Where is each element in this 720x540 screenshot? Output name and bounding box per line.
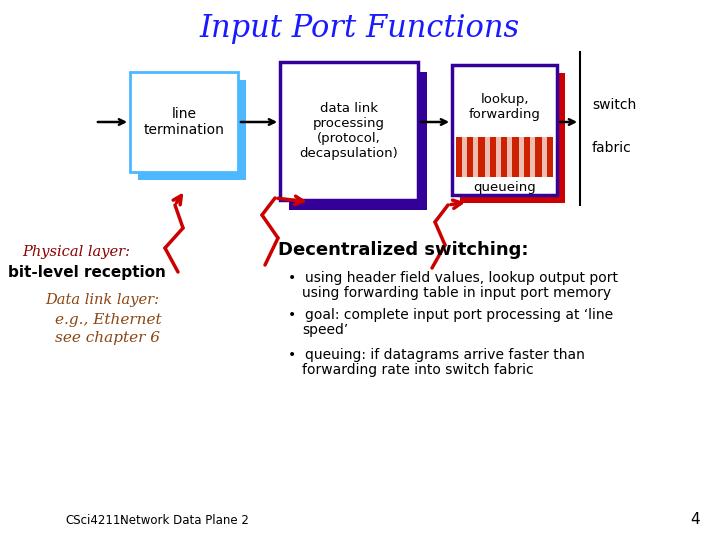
Text: Decentralized switching:: Decentralized switching: [278, 241, 528, 259]
Bar [280, 62, 418, 200]
Text: queueing: queueing [473, 180, 536, 193]
Bar [452, 65, 557, 195]
Bar [289, 72, 427, 210]
Bar [541, 137, 546, 177]
Text: •  using header field values, lookup output port: • using header field values, lookup outp… [288, 271, 618, 285]
Text: bit-level reception: bit-level reception [8, 265, 166, 280]
Text: fabric: fabric [592, 141, 631, 155]
Text: using forwarding table in input port memory: using forwarding table in input port mem… [302, 286, 611, 300]
Text: •  queuing: if datagrams arrive faster than: • queuing: if datagrams arrive faster th… [288, 348, 585, 362]
Text: see chapter 6: see chapter 6 [55, 331, 160, 345]
Text: data link
processing
(protocol,
decapsulation): data link processing (protocol, decapsul… [300, 102, 398, 160]
Text: CSci4211:: CSci4211: [65, 514, 125, 526]
Text: line
termination: line termination [143, 107, 225, 137]
Text: speed’: speed’ [302, 323, 348, 337]
Text: Data link layer:: Data link layer: [45, 293, 159, 307]
Text: e.g., Ethernet: e.g., Ethernet [55, 313, 161, 327]
Text: 4: 4 [690, 512, 700, 528]
Bar [462, 137, 467, 177]
Bar [519, 137, 524, 177]
Text: lookup,
forwarding: lookup, forwarding [469, 93, 541, 121]
Bar [130, 72, 238, 172]
Text: Network Data Plane 2: Network Data Plane 2 [120, 514, 249, 526]
Text: Physical layer:: Physical layer: [22, 245, 130, 259]
Text: Input Port Functions: Input Port Functions [200, 12, 520, 44]
Bar [496, 137, 501, 177]
Text: •  goal: complete input port processing at ‘line: • goal: complete input port processing a… [288, 308, 613, 322]
Bar [456, 137, 553, 177]
Bar [138, 80, 246, 180]
Text: forwarding rate into switch fabric: forwarding rate into switch fabric [302, 363, 534, 377]
Bar [473, 137, 478, 177]
Bar [530, 137, 535, 177]
Bar [508, 137, 513, 177]
Bar [460, 73, 565, 203]
Bar [485, 137, 490, 177]
Text: switch: switch [592, 98, 636, 112]
